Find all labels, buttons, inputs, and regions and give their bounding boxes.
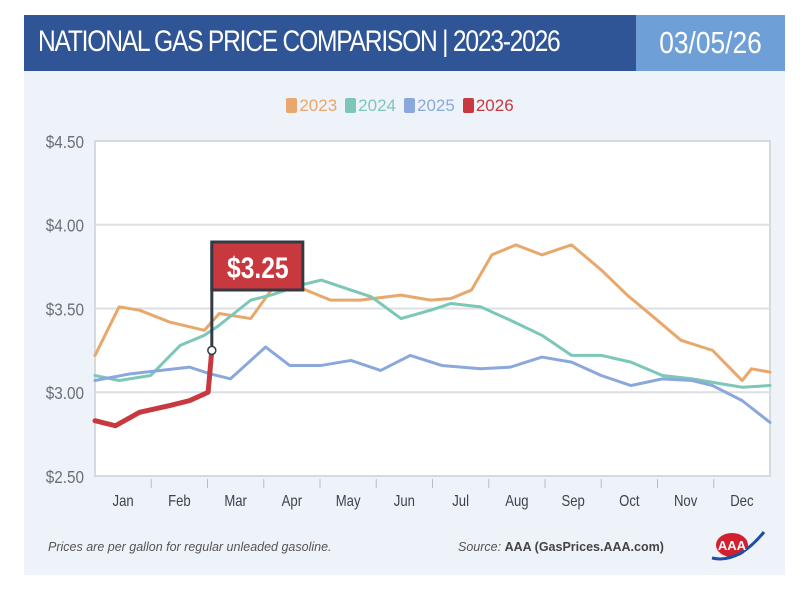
legend-item-2026: 2026 [462,96,514,116]
svg-text:AAA: AAA [718,538,747,553]
price-flag-label: $3.25 [227,251,289,285]
y-tick-label: $2.50 [46,467,84,487]
x-tick-label: Jun [394,493,415,510]
x-tick-label: Feb [168,493,191,510]
legend-label: 2026 [475,96,514,115]
source-value: AAA (GasPrices.AAA.com) [504,540,664,554]
date-label: 03/05/26 [659,25,762,60]
x-tick-label: Oct [619,493,639,510]
x-tick-label: Jul [452,493,469,510]
legend-item-2025: 2025 [404,96,455,116]
price-flag [210,240,305,292]
series-line-2026 [92,347,215,429]
x-tick-label: Dec [730,493,753,510]
x-tick-label: Jan [113,493,134,510]
legend-swatch [286,98,298,113]
legend: 2023 2024 2025 2026 [0,96,800,116]
legend-item-2023: 2023 [286,96,337,116]
y-tick-label: $4.00 [46,216,84,236]
legend-label: 2024 [358,96,396,115]
date-box: 03/05/26 [636,15,785,71]
legend-label: 2025 [417,96,455,115]
x-tick-label: Sep [561,493,584,510]
x-tick-label: Nov [674,493,698,510]
aaa-logo-icon: AAA [711,531,766,561]
legend-swatch [404,98,415,113]
y-tick-label: $3.50 [46,299,84,319]
legend-swatch [462,98,474,113]
x-tick-label: Mar [224,493,247,510]
source-label: Source: [458,540,502,554]
legend-swatch [345,98,357,113]
y-tick-label: $4.50 [46,132,84,152]
series-line-2023 [93,243,772,383]
legend-label: 2023 [299,96,338,115]
legend-item-2024: 2024 [345,96,396,116]
current-price-marker [207,345,217,356]
chart-title: NATIONAL GAS PRICE COMPARISON | 2023-202… [38,25,561,58]
series-line-2025 [93,345,772,424]
x-tick-label: Apr [282,493,303,510]
y-tick-label: $3.00 [46,383,84,403]
x-tick-label: May [336,493,361,510]
series-line-2024 [93,278,772,389]
x-tick-label: Aug [505,493,528,510]
footnote: Prices are per gallon for regular unlead… [48,540,332,554]
header-bar: NATIONAL GAS PRICE COMPARISON | 2023-202… [24,15,785,71]
source-credit: Source: AAA (GasPrices.AAA.com) [458,540,664,554]
